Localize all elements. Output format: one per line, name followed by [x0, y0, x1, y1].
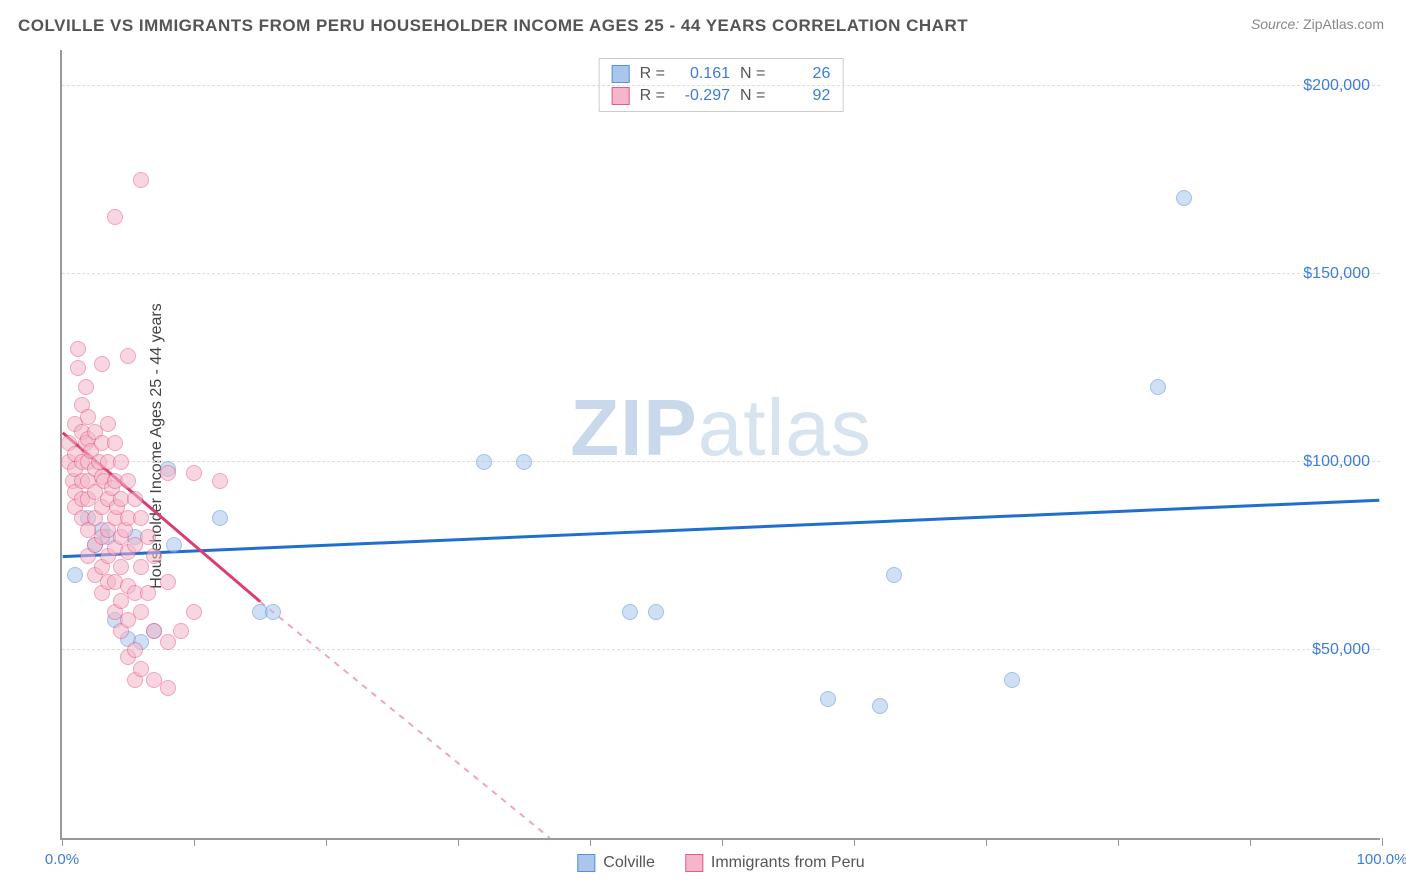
data-point: [160, 574, 176, 590]
y-tick-label: $150,000: [1303, 265, 1370, 283]
x-tick: [458, 838, 459, 846]
data-point: [107, 209, 123, 225]
data-point: [1150, 379, 1166, 395]
legend-item-peru: Immigrants from Peru: [685, 854, 865, 872]
data-point: [78, 379, 94, 395]
data-point: [107, 435, 123, 451]
stat-r-label-1: R =: [640, 65, 665, 83]
data-point: [146, 548, 162, 564]
stat-r-val-2: -0.297: [675, 87, 730, 105]
legend-bottom: Colville Immigrants from Peru: [577, 854, 864, 872]
stat-r-label-2: R =: [640, 87, 665, 105]
data-point: [166, 537, 182, 553]
data-point: [516, 454, 532, 470]
source-value: ZipAtlas.com: [1303, 16, 1384, 32]
x-tick: [194, 838, 195, 846]
x-tick: [62, 838, 63, 846]
data-point: [186, 465, 202, 481]
plot-area: ZIPatlas R = 0.161 N = 26 R = -0.297 N =…: [60, 50, 1380, 840]
swatch-peru: [612, 87, 630, 105]
data-point: [212, 473, 228, 489]
data-point: [133, 510, 149, 526]
x-tick: [326, 838, 327, 846]
stat-n-label-1: N =: [740, 65, 765, 83]
data-point: [113, 454, 129, 470]
data-point: [133, 604, 149, 620]
gridline-h: [62, 85, 1380, 86]
x-tick: [1250, 838, 1251, 846]
stats-row-1: R = 0.161 N = 26: [612, 63, 831, 85]
x-tick: [1118, 838, 1119, 846]
watermark-zip: ZIP: [570, 383, 697, 472]
data-point: [886, 567, 902, 583]
y-tick-label: $100,000: [1303, 453, 1370, 471]
data-point: [70, 341, 86, 357]
data-point: [140, 585, 156, 601]
legend-label-peru: Immigrants from Peru: [711, 854, 865, 872]
data-point: [140, 529, 156, 545]
trend-lines: [62, 50, 1380, 838]
gridline-h: [62, 273, 1380, 274]
data-point: [212, 510, 228, 526]
data-point: [100, 416, 116, 432]
legend-swatch-colville: [577, 854, 595, 872]
data-point: [1176, 190, 1192, 206]
data-point: [120, 473, 136, 489]
stat-n-val-1: 26: [775, 65, 830, 83]
data-point: [120, 348, 136, 364]
data-point: [146, 623, 162, 639]
chart-title: COLVILLE VS IMMIGRANTS FROM PERU HOUSEHO…: [18, 16, 968, 36]
x-tick: [1382, 838, 1383, 846]
data-point: [186, 604, 202, 620]
data-point: [160, 680, 176, 696]
stat-r-val-1: 0.161: [675, 65, 730, 83]
x-tick: [854, 838, 855, 846]
data-point: [94, 356, 110, 372]
legend-label-colville: Colville: [603, 854, 655, 872]
data-point: [67, 567, 83, 583]
data-point: [127, 642, 143, 658]
gridline-h: [62, 461, 1380, 462]
watermark-rest: atlas: [698, 383, 872, 472]
data-point: [127, 491, 143, 507]
data-point: [173, 623, 189, 639]
x-tick-label: 0.0%: [45, 851, 79, 868]
data-point: [872, 698, 888, 714]
swatch-colville: [612, 65, 630, 83]
data-point: [133, 661, 149, 677]
x-tick: [722, 838, 723, 846]
y-tick-label: $200,000: [1303, 77, 1370, 95]
data-point: [265, 604, 281, 620]
data-point: [80, 409, 96, 425]
gridline-h: [62, 649, 1380, 650]
legend-item-colville: Colville: [577, 854, 655, 872]
data-point: [70, 360, 86, 376]
data-point: [648, 604, 664, 620]
data-point: [133, 559, 149, 575]
y-tick-label: $50,000: [1312, 641, 1370, 659]
data-point: [622, 604, 638, 620]
x-tick: [590, 838, 591, 846]
x-tick: [986, 838, 987, 846]
source-label: Source:: [1251, 16, 1299, 32]
stats-row-2: R = -0.297 N = 92: [612, 85, 831, 107]
stat-n-label-2: N =: [740, 87, 765, 105]
stat-n-val-2: 92: [775, 87, 830, 105]
x-tick-label: 100.0%: [1357, 851, 1406, 868]
source-credit: Source: ZipAtlas.com: [1251, 16, 1384, 32]
data-point: [113, 559, 129, 575]
data-point: [820, 691, 836, 707]
data-point: [476, 454, 492, 470]
data-point: [160, 465, 176, 481]
data-point: [1004, 672, 1020, 688]
data-point: [133, 172, 149, 188]
legend-swatch-peru: [685, 854, 703, 872]
data-point: [160, 634, 176, 650]
